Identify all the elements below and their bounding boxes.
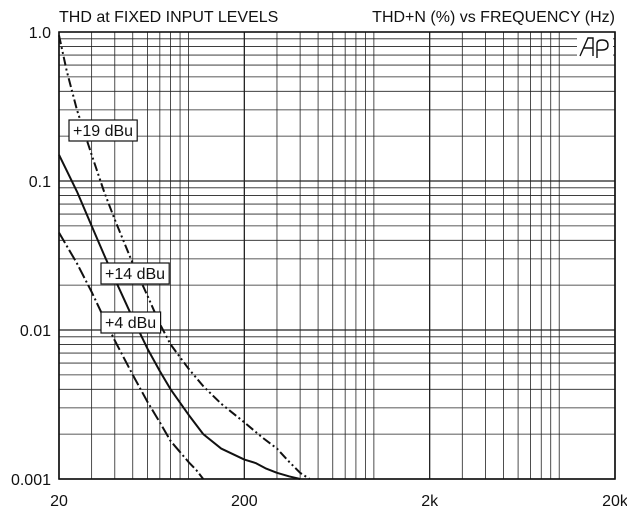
chart-grid <box>58 32 616 480</box>
chart-series <box>58 35 311 480</box>
annotation-label: +4 dBu <box>105 315 156 332</box>
y-tick-label: 0.1 <box>29 174 51 191</box>
series-line <box>58 154 301 480</box>
chart-subtitle: THD+N (%) vs FREQUENCY (Hz) <box>372 9 615 26</box>
y-tick-label: 1.0 <box>29 25 51 42</box>
annotation-box <box>100 311 162 334</box>
y-tick-label: 0.001 <box>11 472 51 489</box>
logo-p-mark <box>596 39 609 58</box>
logo-a-mark <box>579 37 594 57</box>
chart-title: THD at FIXED INPUT LEVELS <box>59 9 278 26</box>
chart-annotations: +19 dBu +14 dBu +4 dBu <box>68 119 170 334</box>
series-line <box>58 35 311 480</box>
x-tick-label: 20 <box>50 493 68 510</box>
annotation-label: +14 dBu <box>105 266 165 283</box>
plot-frame <box>58 31 616 480</box>
y-tick-label: 0.01 <box>20 323 51 340</box>
series-line <box>58 232 205 480</box>
x-tick-label: 2k <box>421 493 439 510</box>
chart-tick-labels: 20 200 2k 20k 1.0 0.1 0.01 0.001 <box>11 25 627 510</box>
annotation-box <box>100 262 170 285</box>
annotation-label: +19 dBu <box>73 123 133 140</box>
ap-logo <box>577 36 613 58</box>
x-tick-label: 200 <box>231 493 258 510</box>
x-tick-label: 20k <box>602 493 627 510</box>
annotation-box <box>68 119 138 142</box>
